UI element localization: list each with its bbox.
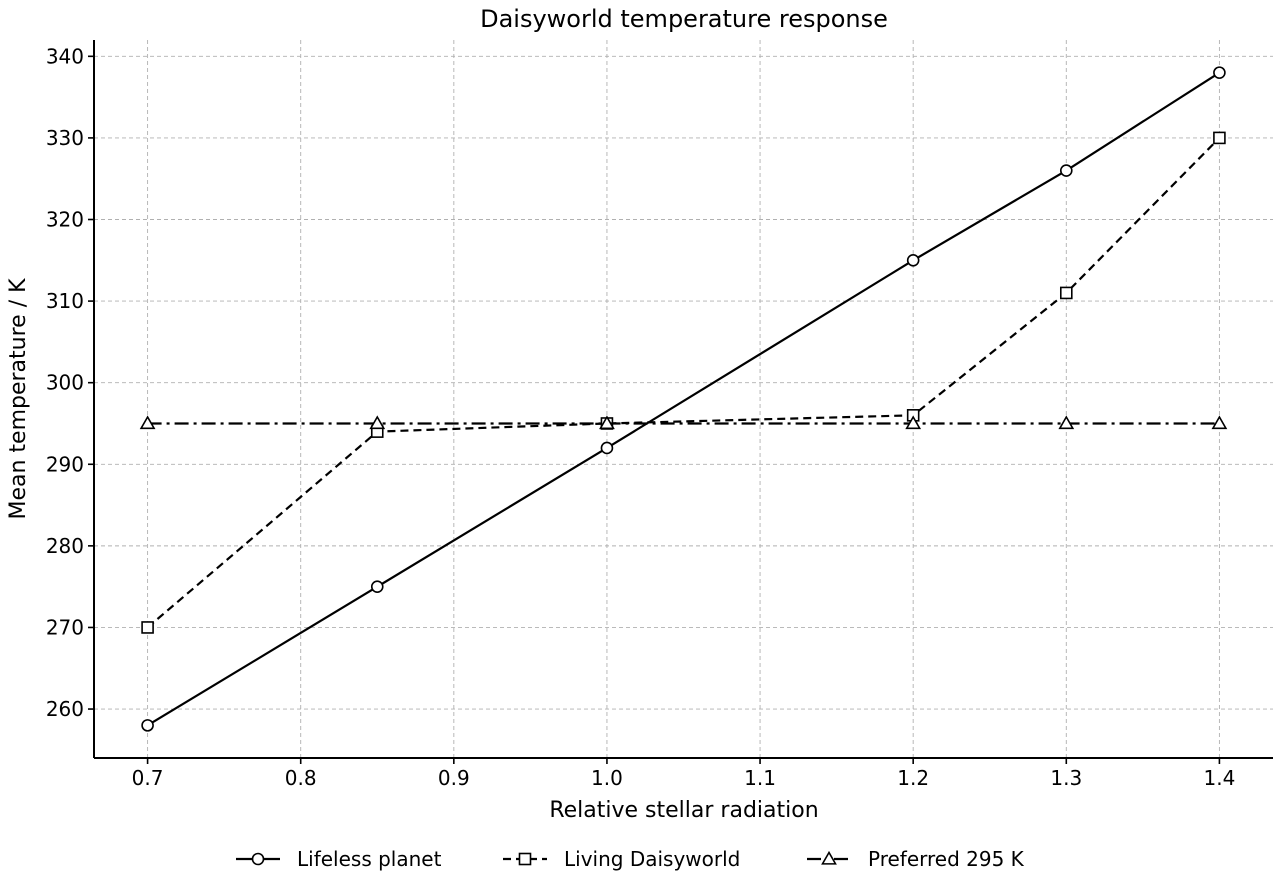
data-point — [1058, 415, 1075, 430]
y-tick-label: 310 — [46, 289, 84, 313]
series-line — [146, 137, 1221, 629]
legend-label: Preferred 295 K — [868, 847, 1025, 871]
x-axis-ticks: 0.7 0.8 0.9 1.0 1.1 1.2 1.3 1.4 — [132, 758, 1236, 790]
y-tick-label: 320 — [46, 208, 84, 232]
data-point — [905, 415, 922, 430]
x-tick-label: 1.3 — [1050, 766, 1082, 790]
data-point — [141, 719, 154, 732]
x-tick-label: 0.9 — [438, 766, 470, 790]
data-point — [1213, 131, 1226, 145]
data-point — [139, 415, 156, 430]
data-point — [906, 253, 920, 267]
x-tick-label: 0.8 — [285, 766, 317, 790]
legend-marker — [251, 852, 265, 866]
series-line — [147, 71, 1221, 727]
data-point — [599, 415, 615, 430]
x-tick-label: 1.4 — [1204, 766, 1236, 790]
axes — [93, 40, 1273, 759]
legend-label: Lifeless planet — [297, 847, 442, 871]
legend: Lifeless planet Living Daisyworld Preferre… — [236, 847, 1025, 871]
y-axis-ticks: 260 270 280 290 300 310 320 330 340 — [46, 44, 94, 721]
y-tick-label: 300 — [46, 371, 84, 395]
series-3 — [139, 415, 1228, 430]
series-layer — [139, 66, 1228, 732]
data-point — [141, 621, 154, 634]
legend-item: Preferred 295 K — [807, 847, 1025, 871]
chart-title: Daisyworld temperature response — [480, 5, 888, 33]
x-tick-label: 1.2 — [897, 766, 929, 790]
data-point — [1059, 286, 1073, 300]
y-tick-label: 330 — [46, 126, 84, 150]
x-axis-label: Relative stellar radiation — [549, 798, 818, 823]
data-point — [370, 580, 384, 593]
legend-marker — [518, 852, 532, 866]
y-tick-label: 340 — [46, 44, 84, 68]
data-point — [1059, 164, 1073, 177]
grid — [94, 40, 1273, 758]
y-tick-label: 270 — [46, 615, 84, 639]
data-point — [1213, 66, 1226, 79]
legend-label: Living Daisyworld — [564, 847, 740, 871]
y-tick-label: 260 — [46, 697, 84, 721]
data-point — [1211, 415, 1228, 430]
legend-marker — [821, 850, 837, 865]
x-tick-label: 1.1 — [744, 766, 776, 790]
legend-item: Lifeless planet — [236, 847, 442, 871]
data-point — [600, 441, 614, 455]
x-tick-label: 0.7 — [132, 766, 164, 790]
y-axis-label: Mean temperature / K — [6, 278, 31, 520]
series-1 — [141, 66, 1226, 732]
legend-item: Living Daisyworld — [503, 847, 740, 871]
x-tick-label: 1.0 — [591, 766, 623, 790]
y-tick-label: 290 — [46, 452, 84, 476]
y-tick-label: 280 — [46, 534, 84, 558]
data-point — [369, 415, 386, 430]
